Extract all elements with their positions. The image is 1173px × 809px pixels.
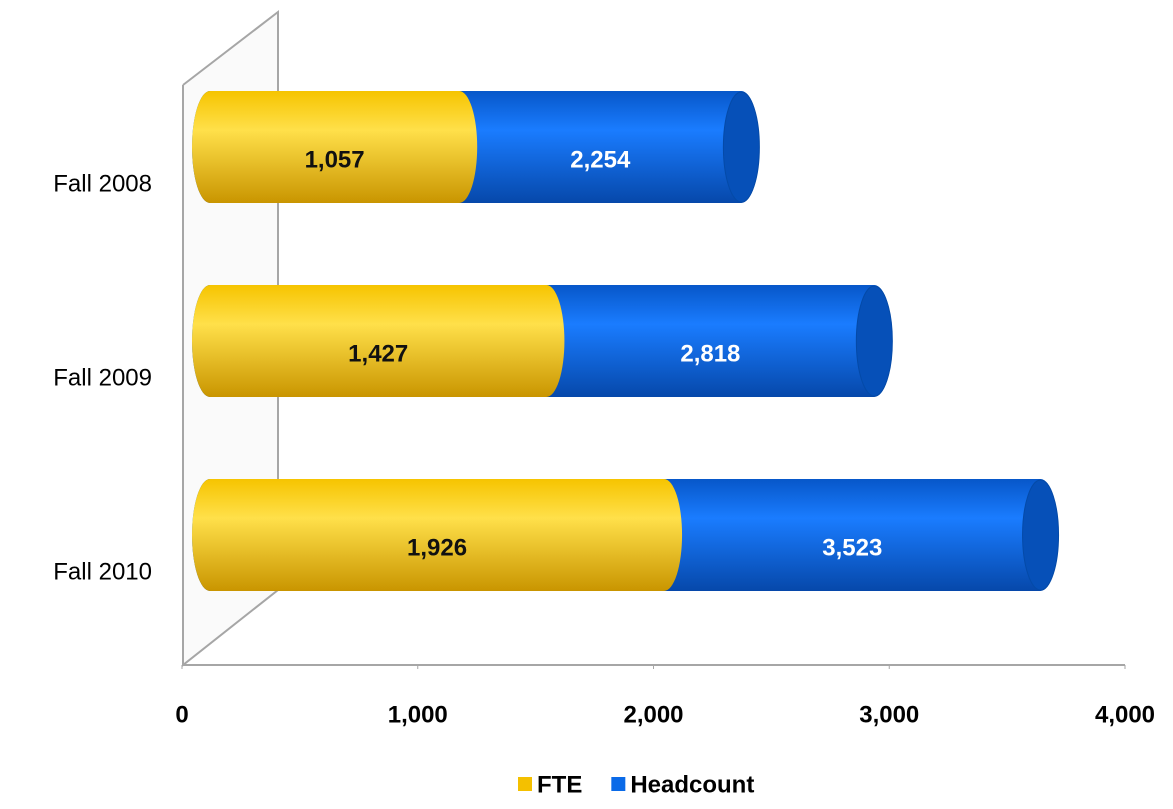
x-tick-label: 2,000 [623, 701, 683, 728]
bar-body [192, 91, 478, 203]
x-tick-label: 1,000 [388, 701, 448, 728]
legend-label: Headcount [630, 771, 754, 798]
data-label: 1,926 [407, 534, 467, 561]
bar-cap [1022, 479, 1060, 591]
category-label: Fall 2008 [53, 170, 152, 197]
category-label: Fall 2009 [53, 364, 152, 391]
bar-cap [855, 285, 893, 397]
bar-body [192, 479, 683, 591]
x-tick-label: 3,000 [859, 701, 919, 728]
legend-label: FTE [537, 771, 582, 798]
data-label: 1,427 [348, 340, 408, 367]
data-label: 2,254 [570, 146, 631, 173]
data-label: 1,057 [305, 146, 365, 173]
bar-cap [722, 91, 760, 203]
legend-item: Headcount [611, 771, 754, 798]
bar [192, 91, 478, 203]
data-label: 2,818 [680, 340, 740, 367]
x-tick-label: 4,000 [1095, 701, 1155, 728]
data-label: 3,523 [822, 534, 882, 561]
category-label: Fall 2010 [53, 558, 152, 585]
bar [192, 285, 565, 397]
legend-swatch [611, 777, 626, 791]
legend-swatch [518, 777, 532, 791]
bar [192, 479, 683, 591]
bar-body [192, 285, 565, 397]
legend-item: FTE [518, 771, 582, 798]
x-tick-label: 0 [175, 701, 188, 728]
